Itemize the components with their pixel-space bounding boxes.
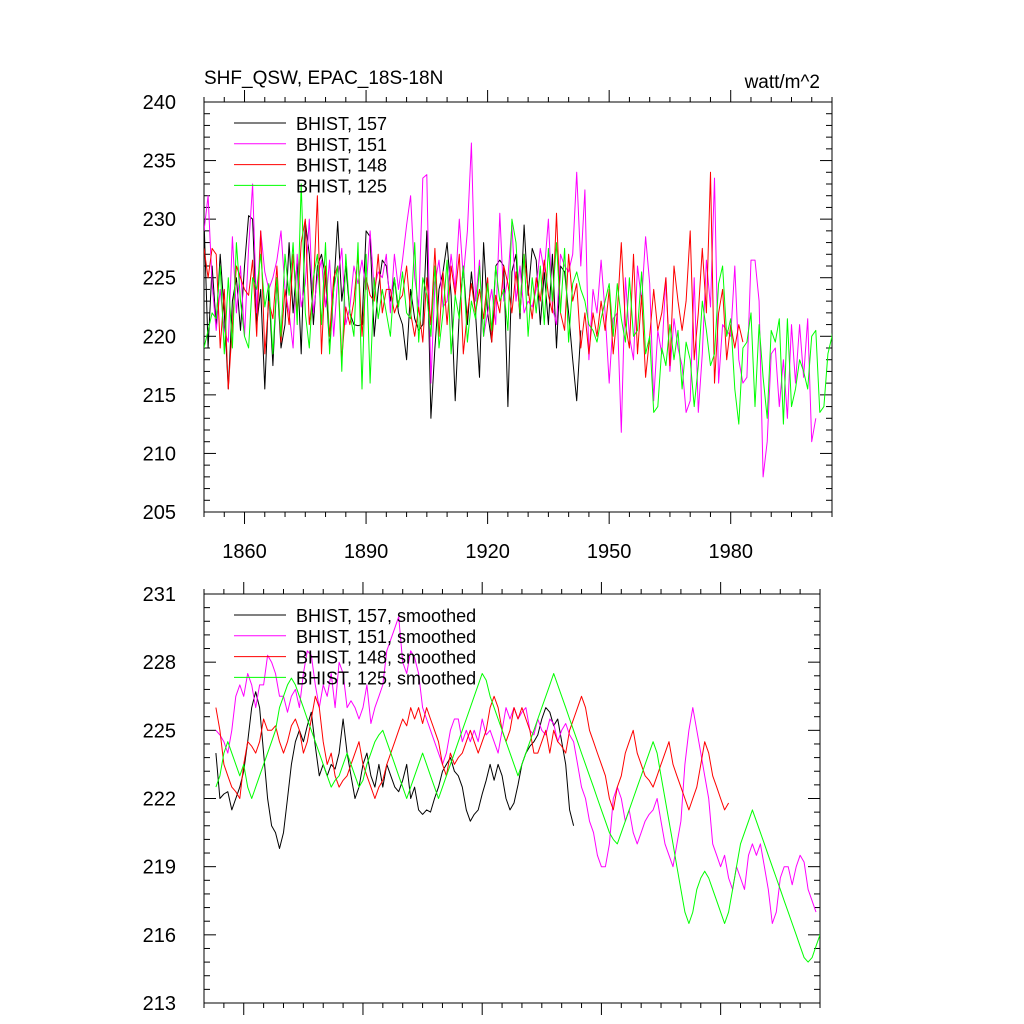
y-tick-label: 225 bbox=[143, 268, 176, 290]
y-tick-label: 235 bbox=[143, 151, 176, 173]
y-tick-label: 215 bbox=[143, 385, 176, 407]
legend-label: BHIST, 125 bbox=[296, 176, 387, 196]
y-tick-label: 216 bbox=[143, 925, 176, 947]
legend-label: BHIST, 151 bbox=[296, 135, 387, 155]
y-tick-label: 220 bbox=[143, 326, 176, 348]
y-tick-label: 205 bbox=[143, 502, 176, 524]
x-tick-label: 1980 bbox=[708, 541, 753, 563]
y-tick-label: 210 bbox=[143, 443, 176, 465]
bottom-panel: 213 216 219 222 225 228 231 BHIST, 157, smoothe… bbox=[143, 582, 821, 1015]
x-tick-label: 1860 bbox=[222, 541, 267, 563]
y-tick-label: 222 bbox=[143, 789, 176, 811]
series-line-1 bbox=[215, 691, 575, 849]
series-line-3 bbox=[215, 695, 730, 811]
x-tick-label: 1890 bbox=[344, 541, 389, 563]
chart-title: SHF_QSW, EPAC_18S-18N bbox=[204, 68, 443, 89]
plot-frame bbox=[203, 101, 833, 513]
y-tick-label: 231 bbox=[143, 584, 176, 606]
legend-label: BHIST, 148, smoothed bbox=[296, 648, 476, 668]
x-tick-label: 1950 bbox=[587, 541, 632, 563]
series-line-2 bbox=[204, 142, 817, 478]
y-tick-label: 230 bbox=[143, 209, 176, 231]
legend-label: BHIST, 157 bbox=[296, 114, 387, 134]
legend-label: BHIST, 125, smoothed bbox=[296, 668, 476, 688]
top-panel: 1860 1890 1920 1950 1980 205 210 215 220 225 230 23… bbox=[143, 68, 833, 563]
legend-label: BHIST, 157, smoothed bbox=[296, 606, 476, 626]
series-line-4 bbox=[215, 673, 820, 963]
y-tick-label: 228 bbox=[143, 652, 176, 674]
y-tick-label: 213 bbox=[143, 993, 176, 1015]
units-label: watt/m^2 bbox=[744, 72, 820, 93]
y-tick-label: 219 bbox=[143, 857, 176, 879]
legend-label: BHIST, 148 bbox=[296, 156, 387, 176]
x-tick-label: 1920 bbox=[465, 541, 510, 563]
y-tick-label: 240 bbox=[143, 92, 176, 114]
y-tick-label: 225 bbox=[143, 720, 176, 742]
legend-label: BHIST, 151, smoothed bbox=[296, 627, 476, 647]
series-line-4 bbox=[204, 183, 832, 425]
